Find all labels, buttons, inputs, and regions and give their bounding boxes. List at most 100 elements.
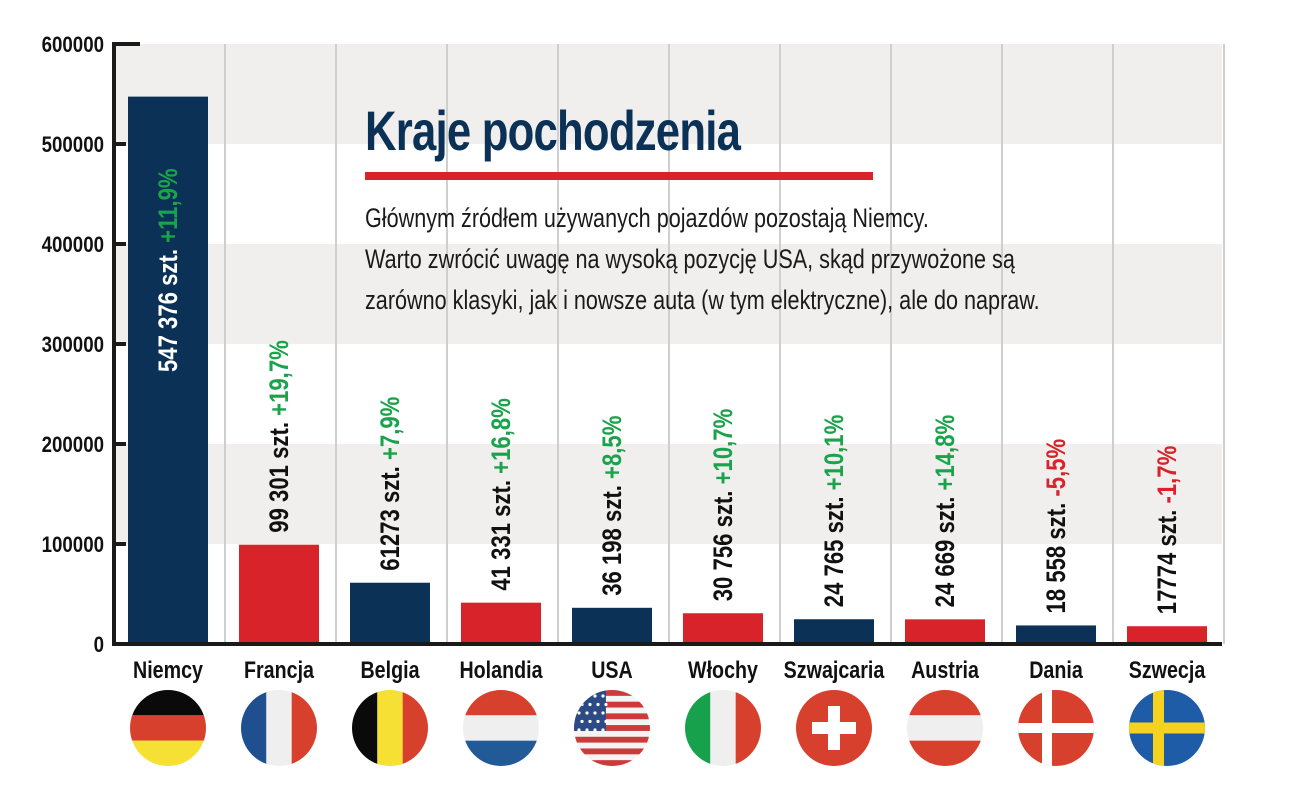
bar-włochy [683, 613, 763, 644]
category-label: Francja [244, 656, 315, 683]
flag-part [352, 690, 378, 766]
star [593, 728, 597, 732]
change-label: +11,9% [154, 168, 184, 242]
flag-part [463, 740, 539, 766]
y-tick-label: 200000 [42, 434, 104, 458]
bar-francja [239, 544, 319, 644]
change-label: -5,5% [1042, 439, 1072, 497]
subtitle-line: Warto zwrócić uwagę na wysoką pozycję US… [365, 244, 1015, 274]
bar-belgia [350, 582, 430, 644]
star [601, 728, 605, 732]
y-tick-label: 500000 [42, 134, 104, 158]
flag-part [574, 713, 650, 720]
flag-part [574, 760, 650, 766]
netherlands-flag-icon [463, 690, 539, 766]
data-label: 99 301 szt. +19,7% [265, 340, 295, 533]
value-label: 17774 szt. [1153, 504, 1183, 615]
bar-szwajcaria [794, 619, 874, 644]
italy-flag-icon [685, 690, 761, 766]
sweden-flag-icon [1129, 690, 1205, 766]
belgium-flag-icon [352, 690, 428, 766]
star [593, 711, 597, 715]
data-label: 24 669 szt. +14,8% [931, 415, 961, 608]
value-label: 18 558 szt. [1042, 497, 1072, 614]
flag-part [291, 690, 317, 766]
flag-part [812, 722, 856, 734]
data-label: 36 198 szt. +8,5% [598, 416, 628, 596]
flag-part [574, 725, 650, 732]
bar-holandia [461, 602, 541, 644]
category-label: Szwajcaria [784, 656, 885, 683]
france-flag-icon [241, 690, 317, 766]
flag-part [574, 736, 650, 743]
bar-austria [905, 619, 985, 644]
data-label: 17774 szt. -1,7% [1153, 446, 1183, 615]
germany-flag-icon [130, 690, 206, 766]
star [588, 702, 592, 707]
data-label: 18 558 szt. -5,5% [1042, 439, 1072, 614]
star [596, 702, 600, 707]
star [577, 728, 581, 732]
star [585, 728, 589, 732]
flag-part [574, 719, 650, 726]
subtitle-line: Głównym źródłem używanych pojazdów pozos… [365, 203, 929, 233]
value-label: 547 376 szt. [154, 243, 184, 372]
switzerland-flag-icon [796, 690, 872, 766]
value-label: 99 301 szt. [265, 416, 295, 533]
change-label: +8,5% [598, 416, 628, 479]
flag-part [907, 690, 983, 716]
flag-part [377, 690, 403, 766]
category-label: Austria [911, 656, 979, 683]
star [601, 694, 605, 698]
subtitle-line: zarówno klasyki, jak i nowsze auta (w ty… [365, 285, 1040, 315]
y-tick-label: 300000 [42, 334, 104, 358]
value-label: 41 331 szt. [487, 474, 517, 591]
data-label: 24 765 szt. +10,1% [820, 415, 850, 608]
bar-szwecja [1127, 626, 1207, 644]
value-label: 30 756 szt. [709, 484, 739, 601]
change-label: +16,8% [487, 398, 517, 474]
data-label: 41 331 szt. +16,8% [487, 398, 517, 591]
y-tick-label: 400000 [42, 234, 104, 258]
star [593, 694, 597, 698]
flag-part [266, 690, 292, 766]
change-label: +10,7% [709, 409, 739, 485]
flag-part [241, 690, 267, 766]
value-label: 61273 szt. [376, 460, 406, 571]
value-label: 24 765 szt. [820, 490, 850, 607]
data-label: 547 376 szt. +11,9% [154, 168, 184, 372]
star [577, 711, 581, 715]
flag-part [735, 690, 761, 766]
value-label: 24 669 szt. [931, 490, 961, 607]
y-tick-label: 0 [94, 634, 104, 658]
flag-part [907, 715, 983, 741]
flag-part [130, 740, 206, 766]
flags [130, 690, 1205, 766]
category-label: Dania [1029, 656, 1083, 683]
star [585, 694, 589, 698]
flag-part [130, 715, 206, 741]
category-label: Szwecja [1129, 656, 1206, 683]
value-label: 36 198 szt. [598, 479, 628, 596]
flag-part [130, 690, 206, 716]
star [580, 702, 584, 707]
usa-flag-icon [574, 690, 650, 766]
category-label: USA [591, 656, 633, 683]
data-label: 30 756 szt. +10,7% [709, 409, 739, 602]
flag-part [574, 690, 606, 731]
category-label: Włochy [688, 656, 759, 683]
star [588, 719, 592, 724]
flag-part [574, 690, 650, 697]
flag-part [1129, 722, 1205, 734]
flag-part [463, 690, 539, 716]
title-underline [365, 172, 873, 180]
star [580, 719, 584, 724]
star [601, 711, 605, 715]
bar-usa [572, 607, 652, 644]
category-label: Niemcy [133, 656, 204, 683]
flag-part [710, 690, 736, 766]
chart-subtitle: Głównym źródłem używanych pojazdów pozos… [365, 198, 1040, 321]
flag-part [574, 707, 650, 714]
change-label: +14,8% [931, 415, 961, 491]
star [577, 694, 581, 698]
